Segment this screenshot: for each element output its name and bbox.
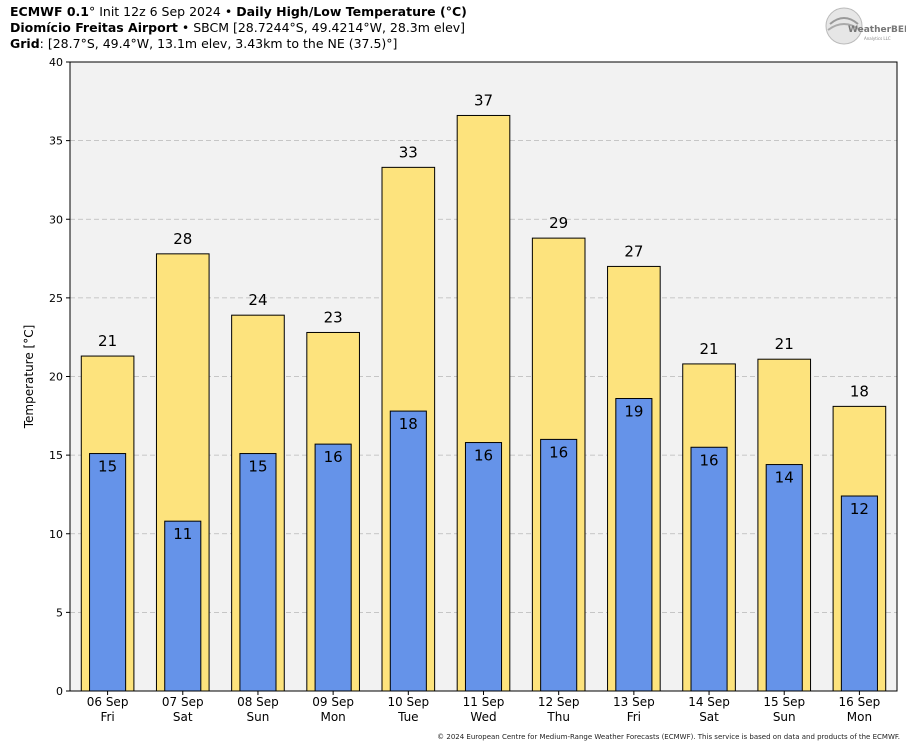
low-label: 12 [850,500,869,518]
copyright-footer: © 2024 European Centre for Medium-Range … [437,733,900,741]
bullet: • [181,20,190,35]
x-tick-weekday: Mon [847,710,872,724]
y-tick-label: 40 [49,56,63,69]
low-label: 16 [324,448,343,466]
y-tick-label: 30 [49,213,63,226]
low-bar [389,410,427,692]
low-label: 14 [775,469,794,487]
x-tick-label: 07 Sep [162,695,204,709]
low-bar [239,453,277,692]
high-label: 29 [549,214,568,232]
station-info: SBCM [28.7244°S, 49.4214°W, 28.3m elev] [193,20,466,35]
x-tick-label: 09 Sep [312,695,354,709]
low-label: 15 [248,458,267,476]
header-line-2: Diomício Freitas Airport • SBCM [28.7244… [10,20,467,36]
x-tick-weekday: Fri [100,710,114,724]
high-label: 37 [474,91,493,109]
x-tick-label: 14 Sep [688,695,730,709]
low-bar [840,495,878,692]
x-tick-label: 06 Sep [87,695,129,709]
low-label: 16 [474,447,493,465]
x-tick-weekday: Sat [173,710,193,724]
y-tick-label: 5 [56,606,63,619]
x-tick-label: 15 Sep [763,695,805,709]
low-label: 16 [699,451,718,469]
low-bar [615,398,653,692]
y-tick-label: 10 [49,528,63,541]
logo-subtext: Analytics LLC [864,36,891,41]
init-time: Init 12z 6 Sep 2024 [99,4,221,19]
header-line-1: ECMWF 0.1° Init 12z 6 Sep 2024 • Daily H… [10,4,467,20]
x-tick-label: 12 Sep [538,695,580,709]
x-tick-weekday: Wed [470,710,496,724]
low-bar [464,442,503,692]
plot-frame [69,61,898,692]
x-tick-weekday: Tue [397,710,419,724]
high-label: 27 [624,242,643,260]
low-label: 18 [399,415,418,433]
low-bar [690,446,728,692]
x-tick-label: 10 Sep [387,695,429,709]
y-tick-label: 25 [49,292,63,305]
y-tick-label: 35 [49,135,63,148]
x-tick-weekday: Sun [247,710,270,724]
high-label: 21 [699,340,718,358]
low-bar [89,453,127,692]
high-label: 21 [775,335,794,353]
y-tick-label: 0 [56,685,63,698]
chart-header: ECMWF 0.1° Init 12z 6 Sep 2024 • Daily H… [10,4,467,52]
high-label: 23 [324,308,343,326]
grid-info: : [28.7°S, 49.4°W, 13.1m elev, 3.43km to… [39,36,398,51]
low-bar [765,464,803,692]
low-label: 11 [173,525,192,543]
header-line-3: Grid: [28.7°S, 49.4°W, 13.1m elev, 3.43k… [10,36,467,52]
x-tick-label: 13 Sep [613,695,655,709]
grid-label: Grid [10,36,40,51]
model-degree-sign: ° [88,4,96,19]
low-bar [540,438,578,692]
low-label: 19 [624,403,643,421]
low-label: 16 [549,443,568,461]
high-label: 24 [248,291,267,309]
bullet: • [224,4,233,19]
low-label: 15 [98,458,117,476]
x-tick-weekday: Fri [627,710,641,724]
x-tick-weekday: Thu [546,710,570,724]
product-title: Daily High/Low Temperature (°C) [236,4,467,19]
y-tick-label: 20 [49,371,63,384]
high-label: 18 [850,382,869,400]
x-tick-label: 16 Sep [839,695,881,709]
x-tick-weekday: Mon [320,710,345,724]
bars: 21 15 28 11 24 15 23 16 33 18 37 16 29 16 27 19 21 16 21 14… [80,91,887,692]
station-name: Diomício Freitas Airport [10,20,178,35]
high-label: 28 [173,230,192,248]
logo-text: WeatherBELL [848,25,906,35]
low-bar [314,443,352,692]
x-tick-label: 08 Sep [237,695,279,709]
high-label: 33 [399,143,418,161]
x-tick-label: 11 Sep [463,695,505,709]
x-tick-weekday: Sun [773,710,796,724]
model-name: ECMWF 0.1 [10,4,89,19]
x-tick-weekday: Sat [699,710,719,724]
y-axis-label: Temperature [°C] [22,325,36,430]
low-bar [164,520,202,692]
y-tick-label: 15 [49,449,63,462]
high-label: 21 [98,332,117,350]
weatherbell-logo: WeatherBELL Analytics LLC [825,7,906,45]
